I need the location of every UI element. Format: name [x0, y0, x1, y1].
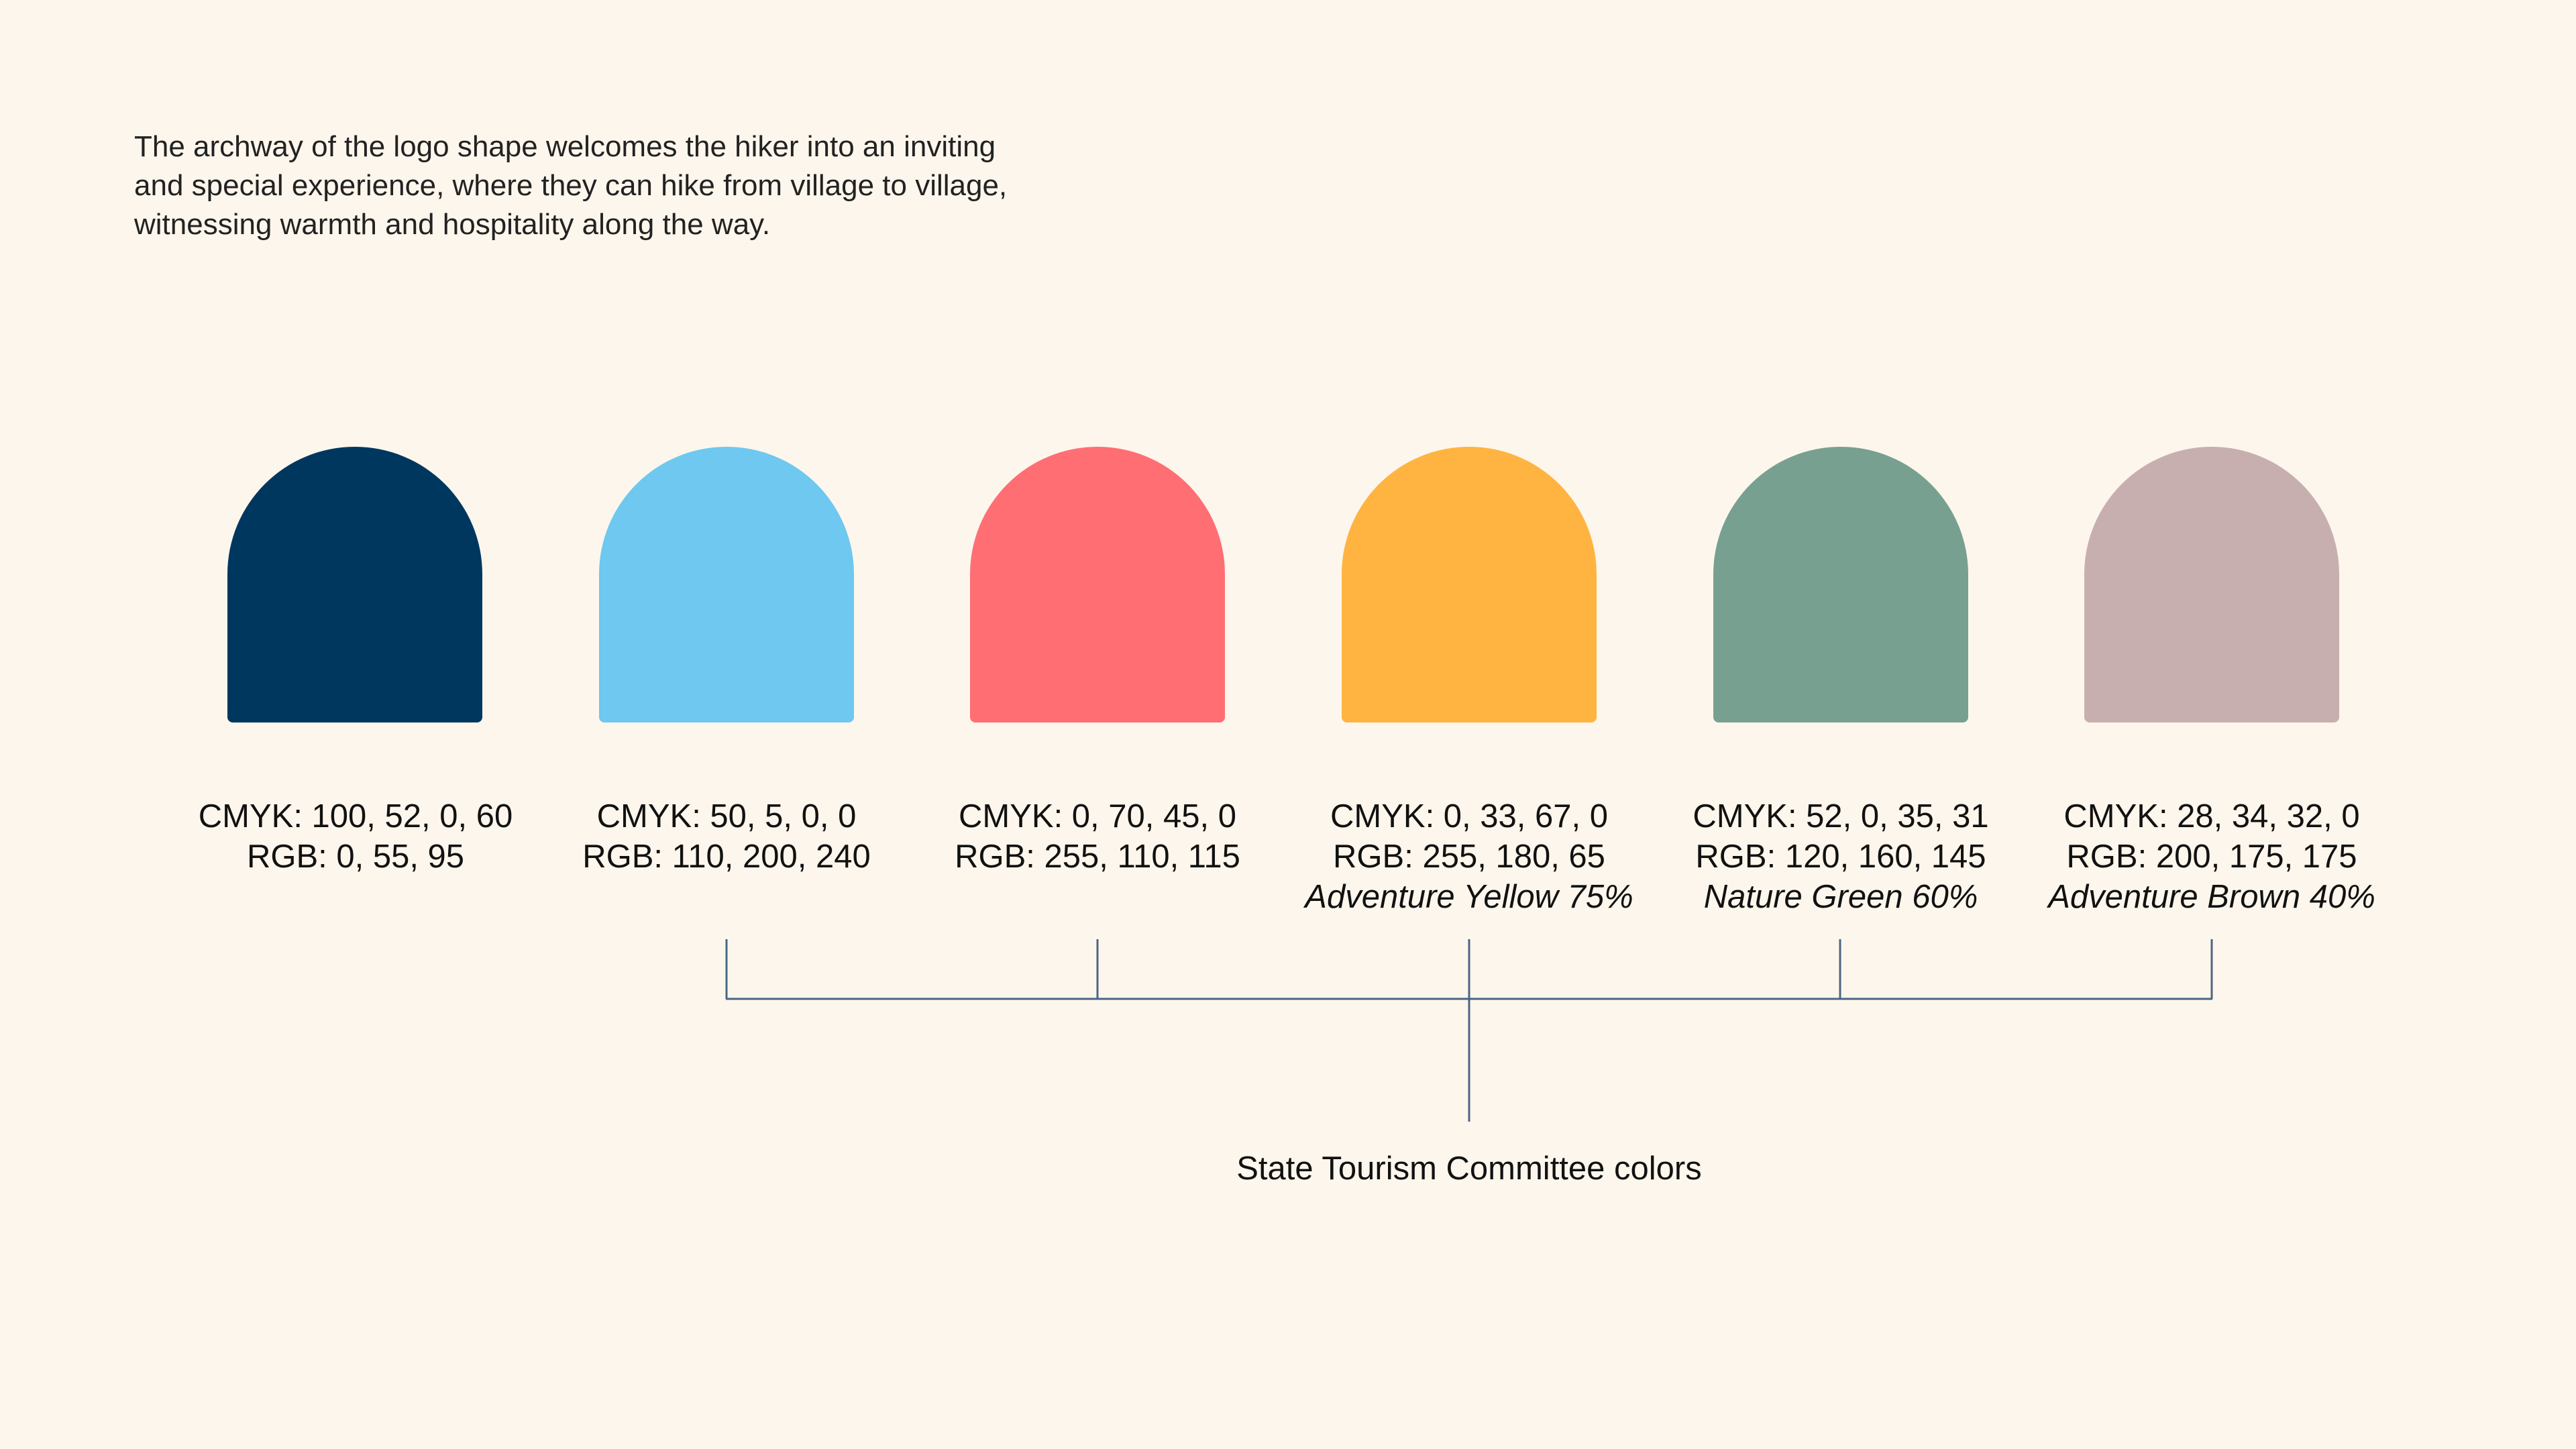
color-spec-brown: CMYK: 28, 34, 32, 0 RGB: 200, 175, 175 A… — [2024, 796, 2400, 917]
rgb-value: RGB: 120, 160, 145 — [1695, 839, 1986, 875]
intro-line: witnessing warmth and hospitality along … — [134, 208, 771, 241]
swatch-brown — [2084, 447, 2339, 722]
rgb-value: RGB: 255, 110, 115 — [955, 839, 1240, 875]
swatch-navy — [227, 447, 482, 722]
intro-line: The archway of the logo shape welcomes t… — [134, 130, 996, 163]
rgb-value: RGB: 0, 55, 95 — [246, 839, 465, 875]
cmyk-value: CMYK: 52, 0, 35, 31 — [1693, 798, 1989, 835]
swatch-yellow — [1342, 447, 1597, 722]
cmyk-value: CMYK: 28, 34, 32, 0 — [2063, 798, 2360, 835]
color-spec-navy: CMYK: 100, 52, 0, 60 RGB: 0, 55, 95 — [168, 796, 543, 877]
rgb-value: RGB: 255, 180, 65 — [1333, 839, 1605, 875]
color-spec-light-blue: CMYK: 50, 5, 0, 0 RGB: 110, 200, 240 — [539, 796, 914, 877]
connector-caption: State Tourism Committee colors — [1236, 1150, 1702, 1187]
cmyk-value: CMYK: 0, 33, 67, 0 — [1330, 798, 1608, 835]
intro-line: and special experience, where they can h… — [134, 169, 1008, 202]
color-name: Nature Green 60% — [1703, 879, 1978, 915]
cmyk-value: CMYK: 100, 52, 0, 60 — [198, 798, 513, 835]
swatch-coral — [970, 447, 1225, 722]
connector-lines — [725, 939, 2213, 1122]
rgb-value: RGB: 110, 200, 240 — [582, 839, 871, 875]
color-spec-yellow: CMYK: 0, 33, 67, 0 RGB: 255, 180, 65 Adv… — [1281, 796, 1657, 917]
color-name: Adventure Brown 40% — [2048, 879, 2375, 915]
color-spec-green: CMYK: 52, 0, 35, 31 RGB: 120, 160, 145 N… — [1653, 796, 2029, 917]
swatch-light-blue — [599, 447, 854, 722]
color-name: Adventure Yellow 75% — [1305, 879, 1633, 915]
color-spec-coral: CMYK: 0, 70, 45, 0 RGB: 255, 110, 115 — [910, 796, 1285, 877]
cmyk-value: CMYK: 50, 5, 0, 0 — [596, 798, 857, 835]
rgb-value: RGB: 200, 175, 175 — [2066, 839, 2357, 875]
cmyk-value: CMYK: 0, 70, 45, 0 — [959, 798, 1236, 835]
swatch-green — [1713, 447, 1968, 722]
intro-paragraph: The archway of the logo shape welcomes t… — [134, 127, 1140, 244]
